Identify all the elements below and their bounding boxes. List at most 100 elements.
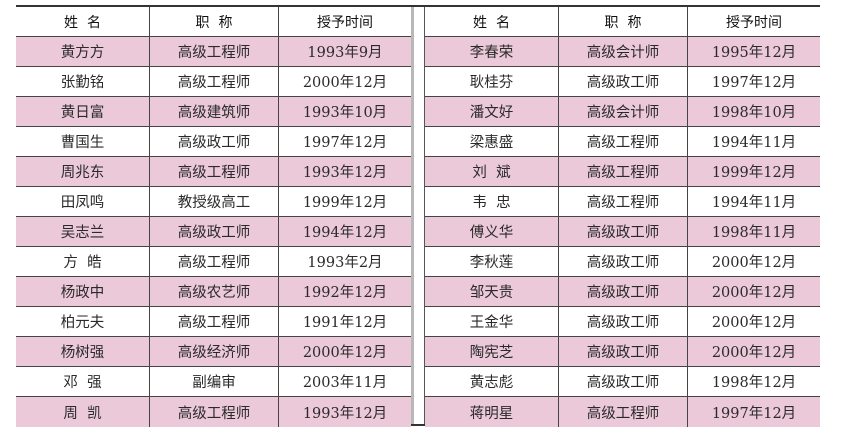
title-cell: 高级政工师 <box>559 217 688 246</box>
table-row: 方 皓高级工程师 1993年2月 <box>16 247 411 277</box>
column-header: 授予时间 <box>317 14 373 31</box>
table-row: 吴志兰 高级政工师 1994年12月 <box>16 217 411 247</box>
name-cell: 邹天贵 <box>425 277 559 306</box>
name-cell: 周 凯 <box>16 397 150 427</box>
date-cell: 2000年12月 <box>711 285 797 301</box>
name-cell: 梁惠盛 <box>425 127 559 156</box>
date-cell: 1991年12月 <box>302 315 388 331</box>
column-header: 授予时间 <box>726 14 782 31</box>
title-cell: 高级政工师 <box>559 337 688 366</box>
table-row: 耿桂芬 高级政工师 1997年12月 <box>425 67 820 97</box>
title-cell: 高级政工师 <box>559 367 688 396</box>
table-row: 傅义华 高级政工师 1998年11月 <box>425 217 820 247</box>
column-header: 职 称 <box>559 7 688 36</box>
table-row: 黄日富 高级建筑师 1993年10月 <box>16 97 411 127</box>
date-cell: 1993年12月 <box>302 165 388 181</box>
date-cell: 1999年12月 <box>711 165 797 181</box>
table-row: 刘 斌高级工程师 1999年12月 <box>425 157 820 187</box>
name-cell: 黄方方 <box>16 37 150 66</box>
name-cell: 方 皓 <box>16 247 150 276</box>
column-header: 姓 名 <box>425 7 559 36</box>
name-cell: 蒋明星 <box>425 397 559 427</box>
table-left-half: 姓 名职 称 授予时间 黄方方 高级工程师 1993年9月 张勤铭 高级工程师 2000年12… <box>16 7 411 427</box>
name-cell: 刘 斌 <box>425 157 559 186</box>
name-cell: 黄志彪 <box>425 367 559 396</box>
table-row: 王金华 高级政工师 2000年12月 <box>425 307 820 337</box>
date-cell: 2003年11月 <box>302 375 388 391</box>
name-cell: 耿桂芬 <box>425 67 559 96</box>
name-cell: 陶宪芝 <box>425 337 559 366</box>
table-row: 曹国生 高级政工师 1997年12月 <box>16 127 411 157</box>
title-cell: 高级工程师 <box>150 157 279 186</box>
date-cell: 1992年12月 <box>302 285 388 301</box>
name-cell: 韦 忠 <box>425 187 559 216</box>
title-cell: 高级工程师 <box>150 37 279 66</box>
name-cell: 邓 强 <box>16 367 150 396</box>
title-cell: 高级会计师 <box>559 97 688 126</box>
title-cell: 高级工程师 <box>559 397 688 427</box>
date-cell: 2000年12月 <box>711 345 797 361</box>
name-cell: 李春荣 <box>425 37 559 66</box>
date-cell: 2000年12月 <box>302 345 388 361</box>
title-cell: 高级工程师 <box>150 307 279 336</box>
date-cell: 1995年12月 <box>711 45 797 61</box>
table-row: 田凤鸣 教授级高工 1999年12月 <box>16 187 411 217</box>
title-cell: 高级工程师 <box>150 67 279 96</box>
title-cell: 高级工程师 <box>150 397 279 427</box>
column-divider <box>411 7 425 424</box>
table-row: 李春荣 高级会计师 1995年12月 <box>425 37 820 67</box>
titles-table: 姓 名职 称授予时间 黄方方 高级工程师 1993年9月 张勤铭 高级工程师 2000年12… <box>16 5 820 427</box>
title-cell: 高级政工师 <box>150 217 279 246</box>
table-row: 邹天贵 高级政工师 2000年12月 <box>425 277 820 307</box>
table-row: 杨树强 高级经济师 2000年12月 <box>16 337 411 367</box>
table-row: 柏元夫 高级工程师 1991年12月 <box>16 307 411 337</box>
name-cell: 柏元夫 <box>16 307 150 336</box>
date-cell: 1994年12月 <box>302 225 388 241</box>
table-row: 潘文好 高级会计师 1998年10月 <box>425 97 820 127</box>
date-cell: 1999年12月 <box>302 195 388 211</box>
title-cell: 高级农艺师 <box>150 277 279 306</box>
date-cell: 2000年12月 <box>711 255 797 271</box>
date-cell: 1997年12月 <box>302 135 388 151</box>
title-cell: 高级会计师 <box>559 37 688 66</box>
table-row: 周 凯高级工程师 1993年12月 <box>16 397 411 427</box>
date-cell: 1993年2月 <box>307 255 383 271</box>
table-row: 张勤铭 高级工程师 2000年12月 <box>16 67 411 97</box>
title-cell: 高级工程师 <box>150 247 279 276</box>
title-cell: 高级工程师 <box>559 127 688 156</box>
title-cell: 高级经济师 <box>150 337 279 366</box>
header-row: 姓 名职 称 授予时间 <box>16 7 411 37</box>
column-header: 职 称 <box>150 7 279 36</box>
name-cell: 田凤鸣 <box>16 187 150 216</box>
name-cell: 黄日富 <box>16 97 150 126</box>
date-cell: 1994年11月 <box>711 135 797 151</box>
title-cell: 高级政工师 <box>150 127 279 156</box>
table-row: 邓 强副编审 2003年11月 <box>16 367 411 397</box>
name-cell: 曹国生 <box>16 127 150 156</box>
name-cell: 潘文好 <box>425 97 559 126</box>
title-cell: 高级政工师 <box>559 277 688 306</box>
date-cell: 1998年12月 <box>711 375 797 391</box>
table-row: 蒋明星 高级工程师 1997年12月 <box>425 397 820 427</box>
date-cell: 1998年10月 <box>711 105 797 121</box>
date-cell: 1993年10月 <box>302 105 388 121</box>
title-cell: 高级工程师 <box>559 157 688 186</box>
date-cell: 1994年11月 <box>711 195 797 211</box>
date-cell: 2000年12月 <box>302 75 388 91</box>
table-row: 周兆东 高级工程师 1993年12月 <box>16 157 411 187</box>
table-row: 杨政中 高级农艺师 1992年12月 <box>16 277 411 307</box>
table-row: 黄志彪 高级政工师 1998年12月 <box>425 367 820 397</box>
table-row: 李秋莲 高级政工师 2000年12月 <box>425 247 820 277</box>
table-row: 梁惠盛 高级工程师 1994年11月 <box>425 127 820 157</box>
name-cell: 傅义华 <box>425 217 559 246</box>
title-cell: 高级建筑师 <box>150 97 279 126</box>
header-row: 姓 名职 称 授予时间 <box>425 7 820 37</box>
title-cell: 教授级高工 <box>150 187 279 216</box>
name-cell: 吴志兰 <box>16 217 150 246</box>
date-cell: 1997年12月 <box>711 405 797 422</box>
name-cell: 李秋莲 <box>425 247 559 276</box>
column-header: 姓 名 <box>16 7 150 36</box>
date-cell: 1998年11月 <box>711 225 797 241</box>
name-cell: 杨政中 <box>16 277 150 306</box>
date-cell: 1993年9月 <box>307 45 383 61</box>
